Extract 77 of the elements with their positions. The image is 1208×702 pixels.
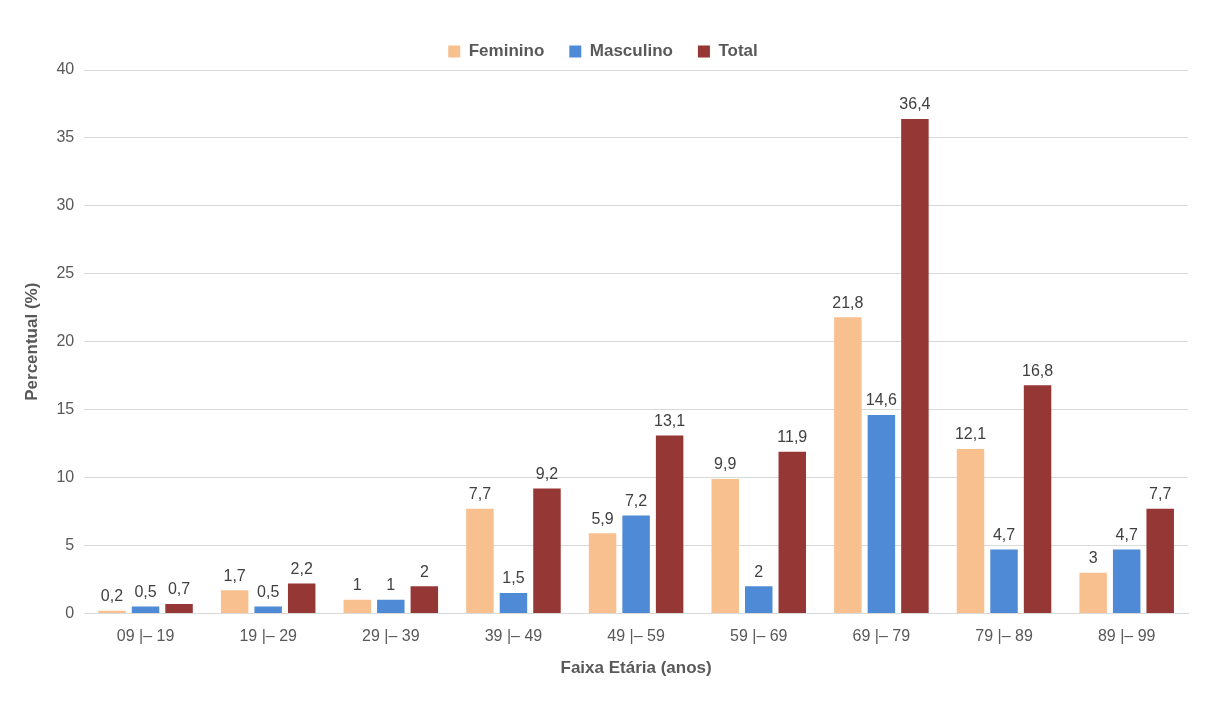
bar (343, 599, 372, 613)
bar (410, 586, 439, 613)
bar (466, 508, 494, 613)
legend-label: Feminino (468, 41, 545, 61)
bar (254, 606, 282, 613)
y-tick-label: 40 (56, 60, 75, 78)
y-tick-label: 20 (56, 332, 75, 350)
bar (377, 599, 405, 613)
data-label: 11,9 (777, 428, 808, 446)
data-label: 3 (1088, 549, 1098, 567)
data-label: 0,7 (167, 580, 191, 598)
x-tick-label: 79 |– 89 (975, 627, 1033, 645)
data-label: 12,1 (954, 425, 987, 443)
x-tick-label: 29 |– 39 (362, 627, 420, 645)
data-label: 1,5 (502, 569, 525, 587)
y-tick-label: 10 (56, 467, 75, 485)
data-label: 5,9 (591, 509, 614, 527)
bar (1079, 572, 1107, 613)
data-label: 7,2 (624, 491, 648, 509)
data-label: 36,4 (899, 95, 931, 113)
data-label: 0,2 (100, 587, 124, 605)
x-axis-title: Faixa Etária (anos) (560, 658, 712, 678)
bar (165, 603, 193, 613)
bar (711, 478, 739, 613)
legend-label: Total (718, 41, 758, 61)
bar (956, 449, 985, 613)
data-label: 1 (352, 576, 362, 594)
data-label: 7,7 (468, 485, 492, 503)
bar (131, 606, 160, 613)
data-label: 1,7 (223, 566, 246, 584)
bar (533, 488, 561, 613)
data-label: 0,5 (257, 583, 280, 601)
y-tick-label: 25 (56, 264, 75, 282)
bar (287, 583, 316, 613)
x-tick-label: 09 |– 19 (116, 627, 175, 645)
bar (220, 590, 249, 613)
x-tick-label: 59 |– 69 (729, 627, 788, 645)
data-label: 9,9 (714, 455, 737, 473)
data-label: 2 (754, 562, 764, 580)
bar (98, 610, 126, 613)
data-label: 16,8 (1021, 361, 1054, 379)
data-label: 4,7 (1115, 525, 1138, 543)
y-tick-label: 15 (56, 400, 75, 418)
data-label: 2,2 (290, 559, 313, 577)
x-tick-label: 69 |– 79 (852, 627, 911, 645)
data-label: 21,8 (832, 293, 864, 311)
bar (655, 435, 684, 613)
bar (1112, 549, 1141, 613)
bar (990, 549, 1018, 613)
x-tick-label: 39 |– 49 (484, 627, 543, 645)
bar (588, 533, 617, 613)
data-label: 13,1 (654, 411, 686, 429)
data-label: 2 (419, 562, 429, 580)
data-label: 4,7 (992, 525, 1016, 543)
bar (901, 118, 929, 613)
bar (834, 317, 862, 613)
bar (499, 593, 528, 613)
x-tick-label: 49 |– 59 (607, 627, 665, 645)
data-label: 7,7 (1149, 485, 1172, 503)
x-tick-label: 19 |– 29 (239, 627, 298, 645)
x-tick-label: 89 |– 99 (1097, 627, 1156, 645)
bar (867, 415, 896, 613)
legend-label: Masculino (589, 41, 673, 61)
y-tick-label: 35 (56, 128, 75, 146)
data-label: 0,5 (134, 583, 157, 601)
bar (745, 586, 773, 613)
bar (1023, 385, 1052, 613)
y-tick-label: 5 (65, 535, 75, 553)
data-label: 1 (386, 576, 396, 594)
y-tick-label: 30 (56, 196, 75, 214)
bar (622, 515, 650, 613)
bar (778, 451, 807, 613)
y-tick-label: 0 (65, 603, 75, 621)
bar (1146, 508, 1174, 613)
data-label: 14,6 (865, 391, 898, 409)
y-axis-title: Percentual (%) (21, 282, 41, 401)
data-label: 9,2 (535, 464, 559, 482)
